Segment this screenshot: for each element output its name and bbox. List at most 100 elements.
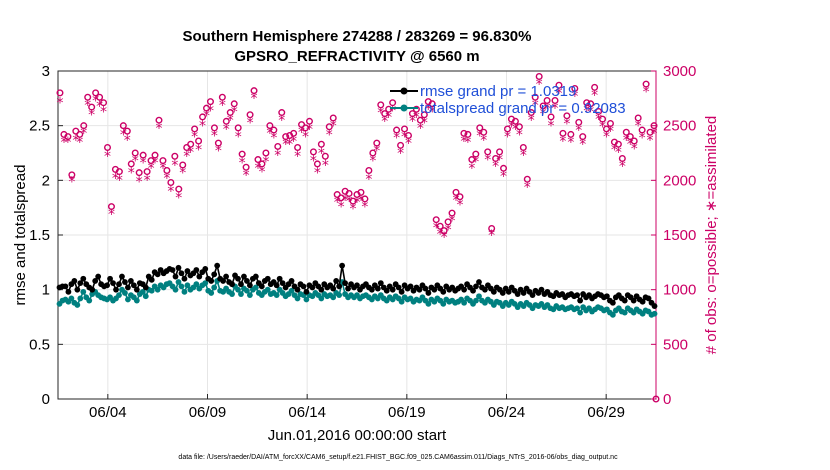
assimilated-obs-marker: *: [294, 149, 301, 165]
assimilated-obs-marker: *: [413, 110, 420, 126]
assimilated-obs-marker: *: [203, 109, 210, 125]
rmse-marker: [342, 280, 348, 287]
left-tick-label: 2.5: [29, 118, 50, 135]
rmse-marker: [208, 278, 215, 284]
assimilated-obs-marker: *: [611, 143, 618, 159]
possible-obs-marker: [107, 203, 115, 211]
assimilated-obs-marker: *: [334, 195, 341, 211]
possible-obs-marker: [527, 109, 535, 117]
possible-obs-marker: [535, 72, 543, 80]
assimilated-obs-marker: *: [500, 169, 507, 185]
rmse-marker: [339, 262, 346, 269]
assimilated-obs-marker: *: [583, 103, 590, 119]
x-tick-label: 06/04: [89, 404, 127, 421]
possible-obs-marker: [397, 141, 405, 149]
assimilated-obs-marker: *: [215, 144, 222, 160]
totalspread-marker: [621, 309, 628, 316]
rmse-marker: [214, 262, 221, 269]
totalspread-marker: [264, 286, 271, 293]
assimilated-obs-marker: *: [191, 130, 198, 146]
rmse-marker: [154, 271, 161, 278]
assimilated-obs-marker: *: [441, 230, 448, 246]
possible-obs-marker: [480, 128, 488, 136]
assimilated-obs-marker: *: [587, 104, 594, 120]
totalspread-marker: [273, 292, 280, 299]
assimilated-obs-marker: *: [68, 174, 75, 190]
assimilated-obs-marker: *: [559, 134, 566, 150]
totalspread-marker: [193, 281, 200, 288]
rmse-marker: [604, 293, 610, 300]
assimilated-obs-marker: *: [540, 107, 547, 123]
rmse-marker: [303, 288, 310, 295]
assimilated-obs-marker: *: [322, 158, 329, 174]
totalspread-marker: [461, 299, 468, 306]
possible-obs-marker: [56, 89, 64, 97]
possible-obs-marker: [127, 160, 135, 168]
right-tick-label: 500: [663, 336, 688, 353]
assimilated-obs-marker: *: [627, 137, 634, 153]
assimilated-obs-marker: *: [389, 103, 396, 119]
possible-obs-marker: [587, 100, 595, 108]
totalspread-marker: [252, 284, 259, 291]
assimilated-obs-marker: *: [552, 101, 559, 117]
possible-obs-marker: [222, 117, 230, 125]
rmse-marker: [300, 283, 307, 290]
possible-obs-marker: [638, 126, 646, 134]
rmse-marker: [425, 290, 432, 296]
possible-obs-marker: [484, 148, 492, 156]
x-tick-label: 06/09: [189, 404, 227, 421]
assimilated-obs-marker: *: [595, 112, 602, 128]
possible-obs-marker: [500, 164, 508, 172]
possible-obs-marker: [599, 115, 607, 123]
assimilated-obs-marker: *: [591, 88, 598, 104]
possible-obs-marker: [199, 113, 207, 121]
assimilated-obs-marker: *: [167, 184, 174, 200]
assimilated-obs-marker: *: [302, 130, 309, 146]
assimilated-obs-marker: *: [124, 133, 131, 149]
right-tick-label: 1000: [663, 282, 696, 299]
rmse-marker: [229, 281, 235, 288]
legend-spread-label: totalspread grand pr = 0.92083: [420, 100, 626, 117]
assimilated-obs-marker: *: [274, 148, 281, 164]
assimilated-obs-marker: *: [548, 119, 555, 135]
rmse-marker: [169, 267, 176, 273]
possible-obs-marker: [464, 130, 472, 138]
possible-obs-marker: [290, 129, 298, 137]
possible-obs-marker: [523, 175, 531, 183]
possible-obs-marker: [579, 133, 587, 141]
assimilated-obs-marker: *: [314, 166, 321, 182]
possible-obs-marker: [179, 161, 187, 169]
possible-obs-marker: [642, 80, 650, 88]
assimilated-obs-marker: *: [373, 144, 380, 160]
rmse-marker: [609, 299, 616, 306]
rmse-marker: [279, 280, 286, 287]
assimilated-obs-marker: *: [508, 120, 515, 136]
rmse-marker: [651, 303, 658, 309]
assimilated-obs-marker: *: [599, 120, 606, 136]
rmse-marker: [95, 273, 102, 280]
possible-obs-marker: [511, 117, 519, 125]
assimilated-obs-marker: *: [120, 127, 127, 143]
data-file-footnote: data file: /Users/raeder/DAI/ATM_forcXX/…: [178, 454, 618, 461]
possible-obs-marker: [163, 166, 171, 174]
possible-obs-marker: [195, 137, 203, 145]
assimilated-obs-marker: *: [563, 116, 570, 132]
possible-obs-marker: [488, 224, 496, 232]
totalspread-marker: [181, 288, 188, 295]
possible-obs-marker: [171, 152, 179, 160]
rmse-marker: [476, 279, 482, 285]
possible-obs-marker: [92, 89, 100, 97]
rmse-marker: [416, 286, 423, 293]
totalspread-marker: [651, 310, 658, 317]
assimilated-obs-marker: *: [603, 130, 610, 146]
assimilated-obs-marker: *: [92, 93, 99, 109]
totalspread-marker: [229, 291, 235, 297]
possible-obs-marker: [440, 227, 448, 235]
rmse-marker: [74, 286, 81, 293]
possible-obs-marker: [96, 93, 104, 101]
x-tick-label: 06/14: [288, 404, 326, 421]
assimilated-obs-marker: *: [401, 130, 408, 146]
assimilated-obs-marker: *: [258, 164, 265, 180]
rmse-marker: [246, 282, 253, 289]
rmse-marker: [116, 281, 122, 288]
